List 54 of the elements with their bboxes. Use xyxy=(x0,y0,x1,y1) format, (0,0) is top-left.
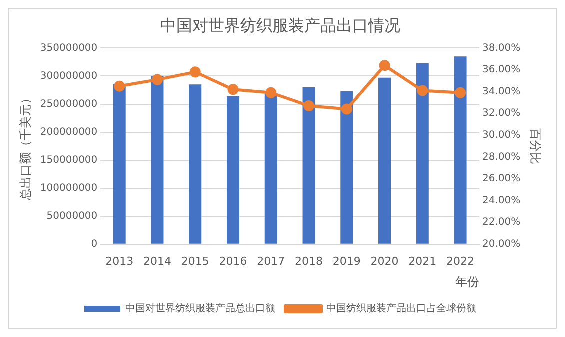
y-tick-label: 50000000 xyxy=(46,210,98,222)
legend-label: 中国纺织服装产品出口占全球份额 xyxy=(326,302,476,315)
x-tick-label: 2013 xyxy=(106,254,134,268)
y2-tick-label: 22.00% xyxy=(482,217,521,228)
point xyxy=(114,80,126,92)
bar xyxy=(416,63,429,244)
x-tick-label: 2015 xyxy=(181,254,210,268)
x-tick-label: 2019 xyxy=(332,254,361,268)
y2-tick-label: 34.00% xyxy=(482,86,521,98)
y2-tick-label: 32.00% xyxy=(482,108,521,120)
x-tick-label: 2021 xyxy=(408,254,437,268)
x-axis-title: 年份 xyxy=(455,274,480,289)
point xyxy=(455,87,466,98)
point xyxy=(190,66,201,78)
y-axis-title: 总出口额（千美元） xyxy=(18,92,32,202)
bar xyxy=(302,87,316,244)
y2-tick-label: 24.00% xyxy=(482,195,521,206)
y-tick-label: 100000000 xyxy=(40,182,98,194)
bar xyxy=(454,56,467,244)
y2-tick-label: 38.00% xyxy=(482,42,521,54)
y2-tick-label: 36.00% xyxy=(482,64,521,76)
y-tick-label: 200000000 xyxy=(40,126,98,138)
y2-tick-label: 20.00% xyxy=(482,238,521,250)
bar xyxy=(264,93,278,244)
point xyxy=(341,104,352,115)
y2-tick-label: 30.00% xyxy=(482,130,521,141)
x-tick-label: 2020 xyxy=(370,254,399,268)
point xyxy=(152,74,163,86)
point xyxy=(379,60,390,72)
point xyxy=(266,87,277,98)
bar xyxy=(378,78,392,244)
bar xyxy=(189,84,202,244)
y-tick-label: 300000000 xyxy=(40,70,98,82)
x-tick-label: 2014 xyxy=(143,254,172,268)
point xyxy=(228,84,239,96)
x-tick-label: 2018 xyxy=(295,254,324,268)
y2-axis-title: 百分比 xyxy=(528,128,543,164)
y-tick-label: 150000000 xyxy=(40,154,98,166)
x-tick-label: 2017 xyxy=(257,254,286,268)
bar xyxy=(226,96,240,244)
bar xyxy=(151,76,164,244)
y2-tick-label: 26.00% xyxy=(482,174,521,185)
point xyxy=(417,85,428,96)
y-tick-label: 350000000 xyxy=(40,42,98,54)
y-tick-label: 0 xyxy=(91,238,98,250)
bar xyxy=(113,84,126,244)
y-tick-label: 250000000 xyxy=(40,98,98,110)
bar xyxy=(340,91,354,244)
point xyxy=(304,100,315,112)
legend-label: 中国对世界纺织服装产品总出口额 xyxy=(126,302,276,315)
x-tick-label: 2022 xyxy=(446,254,475,268)
y2-tick-label: 28.00% xyxy=(482,152,521,163)
x-tick-label: 2016 xyxy=(219,254,248,268)
chart-title: 中国对世界纺织服装产品出口情况 xyxy=(160,16,400,35)
